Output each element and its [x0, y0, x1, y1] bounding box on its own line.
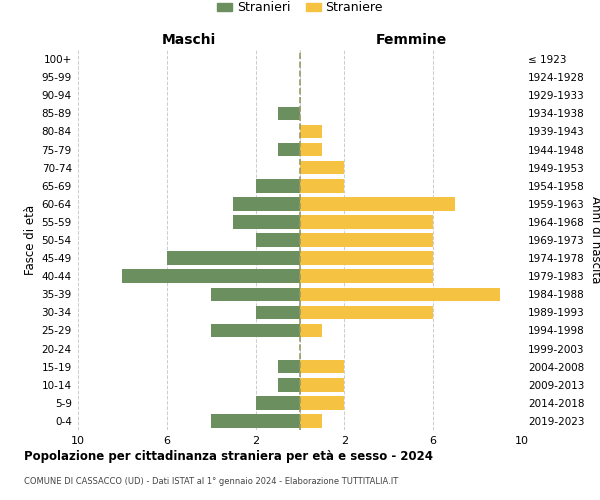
- Bar: [300, 324, 322, 338]
- Bar: [300, 396, 344, 409]
- Text: Popolazione per cittadinanza straniera per età e sesso - 2024: Popolazione per cittadinanza straniera p…: [24, 450, 433, 463]
- Bar: [211, 324, 300, 338]
- Bar: [300, 179, 344, 192]
- Bar: [300, 360, 344, 374]
- Bar: [211, 288, 300, 301]
- Bar: [300, 306, 433, 319]
- Bar: [300, 197, 455, 210]
- Bar: [256, 396, 300, 409]
- Bar: [122, 270, 300, 283]
- Bar: [278, 142, 300, 156]
- Y-axis label: Fasce di età: Fasce di età: [25, 205, 37, 275]
- Bar: [256, 233, 300, 247]
- Bar: [300, 288, 500, 301]
- Bar: [300, 252, 433, 265]
- Bar: [256, 306, 300, 319]
- Y-axis label: Anni di nascita: Anni di nascita: [589, 196, 600, 284]
- Bar: [278, 378, 300, 392]
- Bar: [300, 124, 322, 138]
- Bar: [300, 414, 322, 428]
- Bar: [233, 215, 300, 228]
- Title: Maschi: Maschi: [162, 34, 216, 48]
- Bar: [300, 161, 344, 174]
- Bar: [211, 414, 300, 428]
- Bar: [300, 233, 433, 247]
- Bar: [300, 378, 344, 392]
- Legend: Stranieri, Straniere: Stranieri, Straniere: [212, 0, 388, 19]
- Text: COMUNE DI CASSACCO (UD) - Dati ISTAT al 1° gennaio 2024 - Elaborazione TUTTITALI: COMUNE DI CASSACCO (UD) - Dati ISTAT al …: [24, 478, 398, 486]
- Bar: [167, 252, 300, 265]
- Bar: [300, 270, 433, 283]
- Bar: [233, 197, 300, 210]
- Bar: [300, 215, 433, 228]
- Bar: [256, 179, 300, 192]
- Title: Femmine: Femmine: [376, 34, 446, 48]
- Bar: [278, 360, 300, 374]
- Bar: [278, 106, 300, 120]
- Bar: [300, 142, 322, 156]
